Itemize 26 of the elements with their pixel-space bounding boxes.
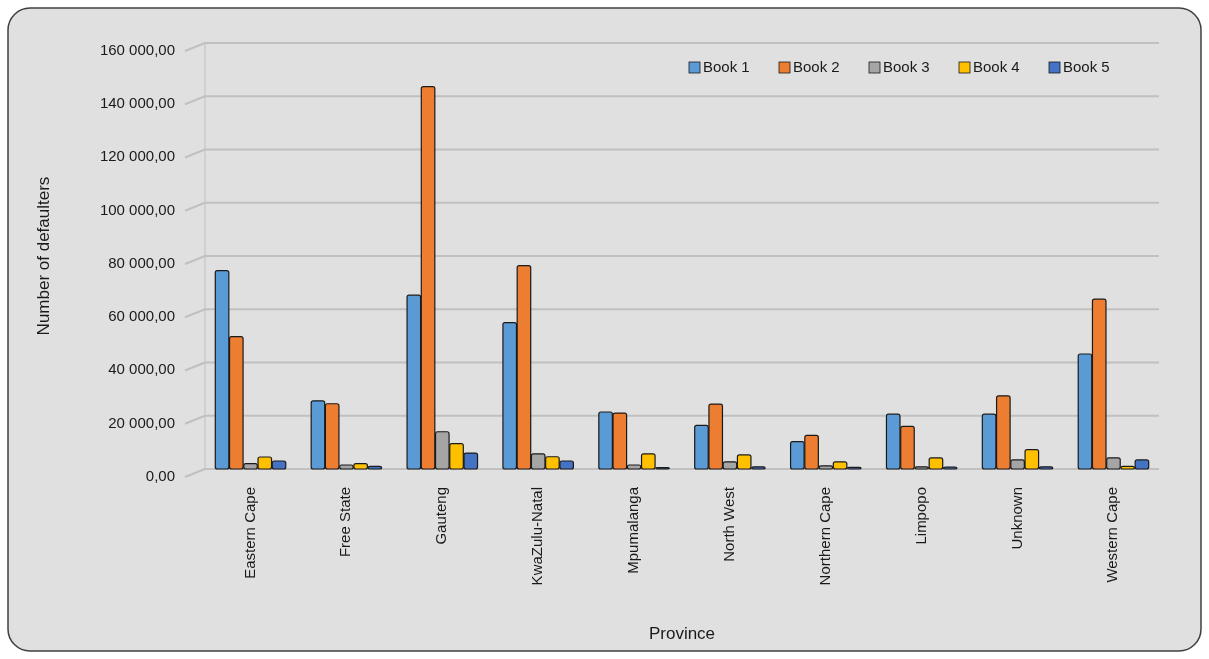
- y-tick-label: 160 000,00: [99, 40, 175, 58]
- x-tick-label: Eastern Cape: [240, 487, 258, 579]
- x-tick-label: Free State: [336, 487, 354, 558]
- y-axis-title: Number of defaulters: [34, 176, 54, 336]
- x-tick-label: North West: [719, 486, 737, 562]
- x-axis-title: Province: [648, 624, 716, 643]
- y-tick-label: 60 000,00: [108, 307, 175, 325]
- y-tick-label: 0,00: [145, 466, 175, 484]
- legend-label: Book 2: [793, 57, 840, 75]
- x-tick-label: KwaZulu-Natal: [528, 487, 546, 586]
- y-tick-label: 40 000,00: [108, 360, 175, 378]
- x-tick-label: Western Cape: [1103, 487, 1121, 583]
- legend-label: Book 1: [703, 57, 750, 75]
- x-tick-label: Gauteng: [432, 487, 450, 545]
- y-tick-label: 120 000,00: [99, 147, 175, 165]
- legend-label: Book 3: [883, 57, 930, 75]
- legend-label: Book 4: [973, 57, 1020, 75]
- x-tick-label: Limpopo: [911, 487, 929, 545]
- legend-label: Book 5: [1063, 57, 1110, 75]
- y-tick-label: 140 000,00: [99, 94, 175, 112]
- x-tick-label: Northern Cape: [815, 487, 833, 586]
- y-tick-label: 80 000,00: [108, 253, 175, 271]
- x-tick-label: Mpumalanga: [624, 486, 642, 574]
- y-tick-label: 20 000,00: [108, 413, 175, 431]
- x-tick-label: Unknown: [1007, 487, 1025, 550]
- y-tick-label: 100 000,00: [99, 200, 175, 218]
